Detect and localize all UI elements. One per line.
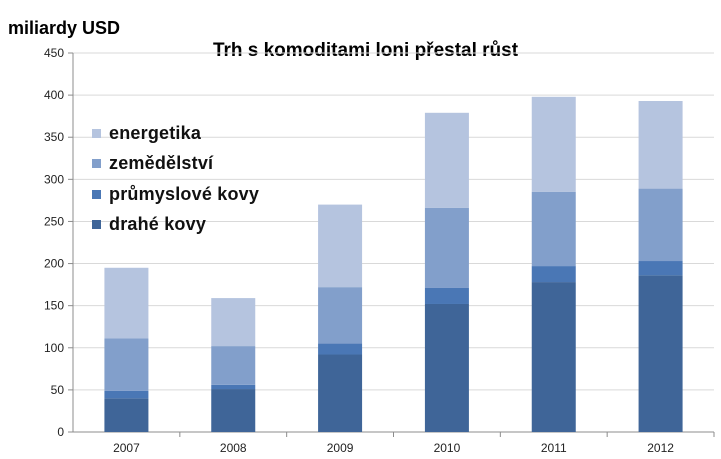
legend: energetika zemědělství průmyslové kovy d… [92, 118, 259, 240]
bar-segment [211, 384, 256, 390]
bar-segment [531, 191, 576, 267]
bar-segment [211, 389, 256, 432]
x-tick-label: 2007 [113, 441, 140, 455]
bar-segment [318, 354, 363, 432]
legend-item-drahe-kovy: drahé kovy [92, 210, 259, 241]
bar-segment [424, 287, 469, 304]
legend-swatch [92, 189, 101, 199]
legend-label: energetika [109, 122, 202, 143]
bar-segment [211, 298, 256, 347]
y-tick-label: 450 [44, 46, 64, 60]
bar-segment [638, 101, 683, 189]
y-axis-unit-label: miliardy USD [8, 18, 121, 38]
bar-segment [424, 207, 469, 288]
bar-segment [318, 343, 363, 355]
bar-segment [638, 275, 683, 432]
y-tick-label: 300 [44, 172, 64, 186]
bar-segment [211, 346, 256, 385]
y-tick-label: 350 [44, 130, 64, 144]
bar-segment [531, 282, 576, 432]
legend-swatch [92, 128, 101, 138]
bar-segment [531, 96, 576, 192]
bar-segment [104, 338, 149, 391]
legend-label: zemědělství [109, 153, 214, 174]
y-tick-label: 150 [44, 299, 64, 313]
x-tick-label: 2008 [220, 441, 247, 455]
legend-label: průmyslové kovy [109, 183, 260, 204]
bar-segment [638, 261, 683, 276]
y-tick-label: 0 [57, 425, 64, 439]
legend-label: drahé kovy [109, 214, 207, 235]
legend-swatch [92, 159, 101, 169]
legend-swatch [92, 220, 101, 230]
bar-segment [318, 287, 363, 344]
bar-segment [424, 112, 469, 208]
legend-item-zemedelstvi: zemědělství [92, 149, 259, 180]
x-tick-label: 2012 [647, 441, 674, 455]
x-tick-label: 2010 [434, 441, 461, 455]
bar-segment [424, 303, 469, 432]
y-tick-label: 200 [44, 257, 64, 271]
bar-segment [104, 267, 149, 339]
chart-title: Trh s komoditami loni přestal růst [212, 40, 519, 61]
x-tick-label: 2011 [541, 441, 567, 455]
legend-item-energetika: energetika [92, 118, 259, 149]
bar-segment [104, 398, 149, 432]
x-tick-label: 2009 [327, 441, 354, 455]
y-tick-label: 50 [51, 383, 65, 397]
y-tick-label: 250 [44, 214, 64, 228]
legend-item-prumyslove-kovy: průmyslové kovy [92, 179, 259, 210]
bar-segment [104, 390, 149, 399]
y-tick-label: 100 [44, 341, 64, 355]
bar-segment [318, 204, 363, 288]
y-tick-label: 400 [44, 88, 64, 102]
bar-segment [638, 188, 683, 262]
bar-segment [531, 266, 576, 283]
